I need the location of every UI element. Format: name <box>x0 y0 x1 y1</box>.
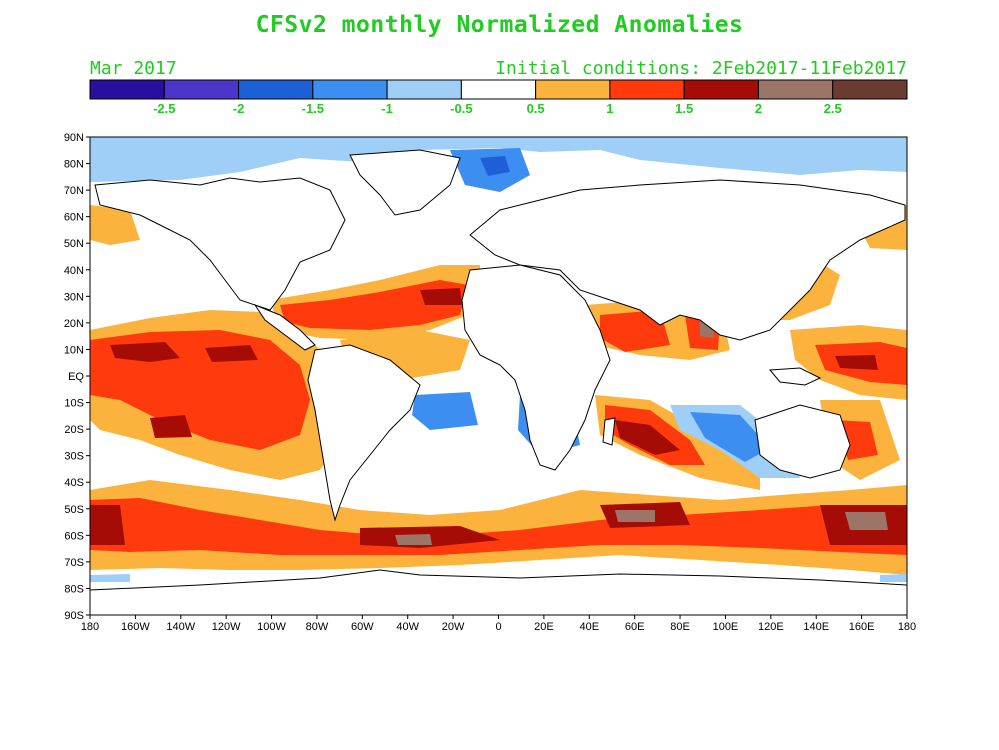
antarctica-outline <box>90 569 907 615</box>
madagascar-outline <box>602 417 616 446</box>
africa-outline <box>461 264 611 471</box>
lat-tick-label: 60S <box>64 530 84 542</box>
south-america-outline <box>307 344 421 522</box>
colorbar-swatch <box>757 79 834 100</box>
lon-tick-label: 60E <box>625 621 645 633</box>
colorbar-swatch <box>683 79 759 100</box>
lat-tick-label: 20S <box>64 424 84 436</box>
lon-tick-label: 100E <box>713 621 739 633</box>
initial-conditions-label: Initial conditions: 2Feb2017-11Feb2017 <box>495 58 907 79</box>
continent-outlines <box>90 149 907 615</box>
anomaly-so-extreme-east <box>845 512 888 530</box>
colorbar-tick-label: -0.5 <box>450 101 472 116</box>
lon-tick-label: 140E <box>803 621 829 633</box>
lat-tick-label: 10S <box>64 398 84 410</box>
lon-tick-label: 20E <box>534 621 554 633</box>
australia-outline <box>754 404 851 479</box>
lon-tick-label: 100W <box>257 621 286 633</box>
anomaly-south-atlantic-negative <box>412 392 478 430</box>
lon-tick-label: 80W <box>306 621 329 633</box>
colorbar-swatch <box>832 79 908 100</box>
anomaly-greenland-sea-core <box>480 156 510 176</box>
anomaly-pacific-hot3 <box>150 415 192 438</box>
lat-tick-label: 50N <box>64 238 84 250</box>
colorbar-swatch <box>238 79 314 100</box>
colorbar-swatch <box>386 79 462 100</box>
lat-tick-label: 70S <box>64 557 84 569</box>
lon-tick-label: 60W <box>351 621 374 633</box>
longitude-labels: 180 160W 140W 120W 100W 80W 60W 40W 20W 0 20E 40E 60… <box>81 615 916 633</box>
indonesia-outline <box>768 367 822 386</box>
anomaly-antarctic-negative-east <box>880 574 907 582</box>
anomaly-so-extreme-indian <box>615 510 655 522</box>
colorbar <box>89 79 908 100</box>
lon-tick-label: 0 <box>495 621 501 633</box>
lon-tick-label: 180 <box>898 621 916 633</box>
anomaly-arabian-sea-strong <box>600 310 670 352</box>
anomaly-so-extreme-atlantic <box>395 534 432 545</box>
lon-tick-label: 160W <box>121 621 150 633</box>
north-america-outline <box>94 177 346 311</box>
colorbar-swatch <box>312 79 388 100</box>
lat-tick-label: 90S <box>64 610 84 622</box>
anomaly-se-indian-core <box>690 412 770 462</box>
colorbar-labels: -2.5 -2 -1.5 -1 -0.5 0.5 1 1.5 2 2.5 <box>153 101 842 116</box>
anomaly-antarctic-negative-west <box>90 574 130 582</box>
lat-tick-label: 70N <box>64 185 84 197</box>
lon-tick-label: 120W <box>212 621 241 633</box>
colorbar-tick-label: -2 <box>233 101 245 116</box>
colorbar-tick-label: 1 <box>606 101 613 116</box>
colorbar-tick-label: -1 <box>381 101 393 116</box>
colorbar-swatch <box>460 79 537 100</box>
colorbar-swatch <box>535 79 611 100</box>
lat-tick-label: 20N <box>64 318 84 330</box>
lat-tick-label: 90N <box>64 132 84 144</box>
lat-tick-label: EQ <box>68 371 84 383</box>
anomaly-field <box>90 137 907 615</box>
anomaly-pacific-hot1 <box>110 342 180 362</box>
lat-tick-label: 60N <box>64 212 84 224</box>
lat-tick-label: 40N <box>64 265 84 277</box>
colorbar-tick-label: 2.5 <box>824 101 842 116</box>
anomaly-bering-warm <box>90 205 140 245</box>
anomaly-southern-ocean-strong <box>90 498 907 555</box>
anomaly-atlantic-hot <box>420 288 462 305</box>
lat-tick-label: 30S <box>64 451 84 463</box>
colorbar-tick-label: -1.5 <box>302 101 324 116</box>
lon-tick-label: 80E <box>670 621 690 633</box>
lon-tick-label: 140W <box>166 621 195 633</box>
central-america-outline <box>253 303 316 351</box>
greenland-outline <box>349 149 461 216</box>
anomaly-west-pacific-hot <box>835 355 878 370</box>
anomaly-pacific-hot2 <box>205 345 258 362</box>
anomaly-arctic-negative <box>90 137 907 182</box>
lon-tick-label: 120E <box>758 621 784 633</box>
anomaly-so-hot-west <box>90 505 125 545</box>
colorbar-swatch <box>163 79 240 100</box>
lat-tick-label: 10N <box>64 344 84 356</box>
lon-tick-label: 40E <box>579 621 599 633</box>
lat-tick-label: 80S <box>64 583 84 595</box>
lon-tick-label: 20W <box>442 621 465 633</box>
forecast-month-label: Mar 2017 <box>90 58 177 79</box>
lat-tick-label: 40S <box>64 477 84 489</box>
map-title: CFSv2 monthly Normalized Anomalies <box>255 12 744 38</box>
lon-tick-label: 180 <box>81 621 99 633</box>
lat-tick-label: 80N <box>64 159 84 171</box>
eurasia-outline <box>469 179 906 341</box>
colorbar-tick-label: 0.5 <box>527 101 545 116</box>
lat-tick-label: 50S <box>64 504 84 516</box>
colorbar-swatch <box>609 79 685 100</box>
lon-tick-label: 40W <box>396 621 419 633</box>
colorbar-tick-label: 2 <box>755 101 762 116</box>
lat-tick-label: 30N <box>64 291 84 303</box>
colorbar-tick-label: 1.5 <box>675 101 693 116</box>
colorbar-swatch <box>89 79 165 100</box>
anomaly-indian-ocean-hot <box>615 420 680 455</box>
colorbar-tick-label: -2.5 <box>153 101 175 116</box>
lon-tick-label: 160E <box>849 621 875 633</box>
latitude-labels: 90N 80N 70N 60N 50N 40N 30N 20N 10N EQ 10S 20S 30S 40… <box>64 132 90 622</box>
